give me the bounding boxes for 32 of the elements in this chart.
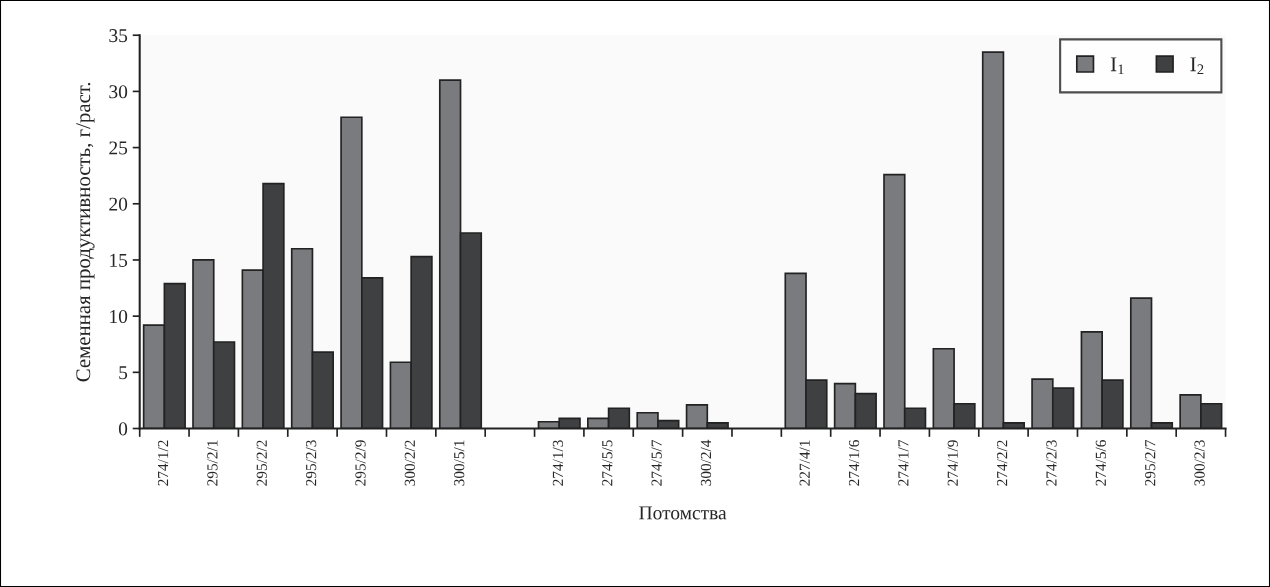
x-tick-label: 300/5/1 xyxy=(454,440,465,486)
x-tick-label: 274/2/3 xyxy=(1046,440,1057,486)
x-tick-label: 227/4/1 xyxy=(799,440,810,486)
x-tick-label: 274/5/7 xyxy=(651,440,662,486)
legend-label: I$_{2}$ xyxy=(1190,57,1204,75)
y-tick-label: 0 xyxy=(118,422,128,436)
x-tick-label: 274/5/6 xyxy=(1095,440,1106,486)
x-tick-label: 295/2/2 xyxy=(256,440,267,486)
x-tick-label: 274/1/7 xyxy=(898,440,909,486)
y-tick-label: 35 xyxy=(109,29,128,43)
x-tick-label: 295/2/9 xyxy=(355,440,366,486)
x-tick-label: 295/2/7 xyxy=(1145,440,1156,486)
legend-label: I$_{1}$ xyxy=(1110,57,1124,75)
x-tick-label: 300/2/3 xyxy=(1194,440,1205,486)
x-tick-label: 295/2/1 xyxy=(207,440,218,486)
x-axis-title: Потомства xyxy=(639,506,727,520)
x-tick-label: 274/1/9 xyxy=(947,440,958,486)
y-tick-label: 20 xyxy=(109,197,128,211)
x-tick-label: 274/2/2 xyxy=(997,440,1008,486)
y-tick-label: 10 xyxy=(110,309,128,324)
x-tick-label: 274/1/3 xyxy=(552,440,564,486)
y-axis-title: Семенная продуктивность, г/раст. xyxy=(76,82,95,382)
x-tick-label: 300/2/2 xyxy=(404,440,415,486)
y-tick-label: 15 xyxy=(110,253,128,267)
x-tick-label: 300/2/4 xyxy=(700,439,712,486)
x-tick-label: 274/1/6 xyxy=(848,440,860,486)
x-tick-label: 295/2/3 xyxy=(306,440,317,486)
x-tick-label: 274/5/5 xyxy=(602,440,613,486)
y-tick-label: 30 xyxy=(109,85,128,99)
x-tick-label: 274/1/2 xyxy=(157,440,169,486)
y-tick-label: 25 xyxy=(109,141,128,155)
y-tick-label: 5 xyxy=(119,366,128,380)
